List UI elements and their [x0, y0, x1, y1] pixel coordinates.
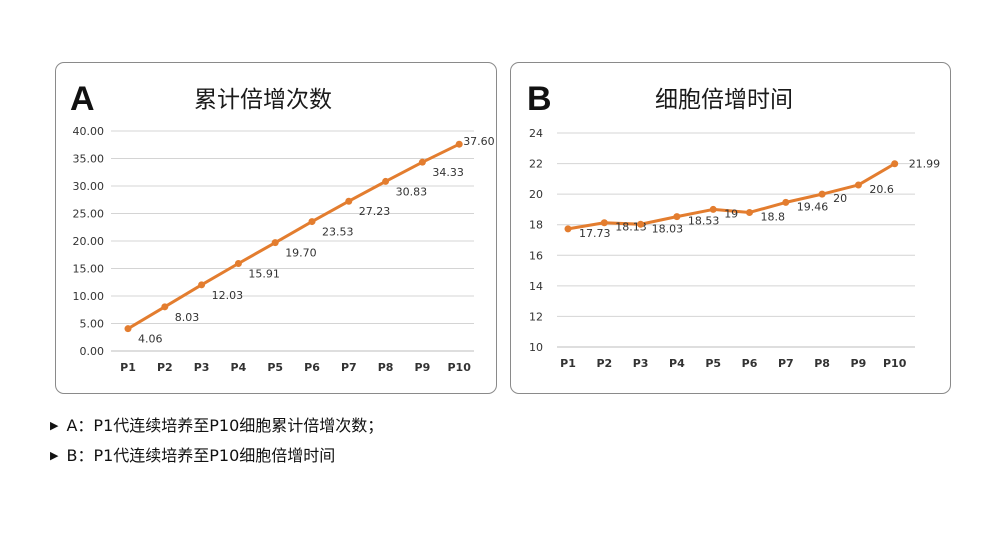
- chart-b-xtick-label: P5: [705, 357, 721, 370]
- chart-a-ytick-label: 25.00: [73, 208, 105, 221]
- chart-b-xtick-label: P6: [742, 357, 758, 370]
- chart-a-title: 累计倍增次数: [194, 87, 332, 113]
- chart-b-ytick-label: 22: [529, 158, 543, 171]
- chart-a-ytick-label: 10.00: [73, 290, 105, 303]
- chart-b-xtick-label: P2: [596, 357, 612, 370]
- chart-b-series-line: [566, 162, 897, 231]
- chart-a-ytick-label: 5.00: [80, 318, 105, 331]
- chart-a-data-label: 23.53: [322, 226, 354, 239]
- chart-a-data-point: [455, 140, 463, 148]
- chart-b-svg: B 细胞倍增时间 10 12 14 16 18 20 22 24 P1 P2 P3 P4 P5 P6 P7 P…: [527, 80, 940, 370]
- chart-b-ytick-label: 16: [529, 249, 543, 262]
- chart-panel-a: A 累计倍增次数 0.00 5.00 10.00 15.00 20.00 25.00 30.…: [55, 62, 497, 394]
- chart-b-data-label: 18.53: [688, 215, 720, 228]
- chart-a-xtick-label: P2: [157, 361, 173, 374]
- chart-b-data-point: [746, 208, 753, 216]
- figure-captions: ▶ A：P1代连续培养至P10细胞累计倍增次数； ▶ B：P1代连续培养至P10细胞…: [50, 412, 383, 472]
- chart-b-xtick-label: P3: [633, 357, 649, 370]
- chart-a-data-point: [418, 158, 426, 166]
- chart-b-data-label: 18.8: [761, 210, 786, 223]
- chart-b-data-label: 21.99: [909, 158, 941, 171]
- chart-a-plot: 0.00 5.00 10.00 15.00 20.00 25.00 30.00 35.00 40…: [73, 125, 495, 374]
- chart-a-data-label: 4.06: [138, 333, 163, 346]
- chart-b-data-label: 20: [833, 192, 847, 205]
- chart-b-data-point: [564, 225, 572, 233]
- chart-a-data-point: [345, 197, 353, 205]
- chart-a-data-point: [382, 177, 390, 185]
- chart-b-ytick-label: 24: [529, 127, 543, 140]
- chart-a-xtick-label: P10: [448, 361, 472, 374]
- chart-a-data-point: [124, 325, 132, 333]
- chart-a-data-label: 30.83: [396, 185, 428, 198]
- chart-a-ytick-label: 20.00: [73, 235, 105, 248]
- chart-a-xtick-label: P8: [378, 361, 394, 374]
- chart-a-data-label: 19.70: [285, 247, 317, 260]
- panel-a-letter: A: [70, 80, 95, 118]
- caption-b: ▶ B：P1代连续培养至P10细胞倍增时间: [50, 442, 383, 472]
- panel-b-letter: B: [527, 80, 552, 118]
- chart-panel-b: B 细胞倍增时间 10 12 14 16 18 20 22 24 P1 P2 P3 P4 P5 P6 P7 P…: [510, 62, 951, 394]
- chart-b-ytick-label: 12: [529, 310, 543, 323]
- chart-b-title: 细胞倍增时间: [655, 87, 793, 113]
- chart-a-xtick-label: P9: [415, 361, 431, 374]
- chart-b-data-point: [600, 219, 608, 227]
- chart-a-data-point: [271, 239, 279, 247]
- chart-b-data-label: 19.46: [797, 200, 829, 213]
- chart-a-ytick-label: 15.00: [73, 263, 105, 276]
- chart-b-data-label: 19: [724, 207, 738, 220]
- chart-b-xtick-label: P1: [560, 357, 576, 370]
- caption-a-marker: ▶: [50, 419, 59, 432]
- chart-a-ytick-label: 40.00: [73, 125, 105, 138]
- chart-b-data-label: 17.73: [579, 227, 611, 240]
- chart-a-data-label: 15.91: [248, 267, 280, 280]
- chart-a-data-label: 12.03: [212, 289, 244, 302]
- chart-a-ytick-label: 0.00: [80, 345, 105, 358]
- chart-b-data-point: [891, 160, 899, 168]
- chart-b-xtick-label: P8: [814, 357, 830, 370]
- chart-b-data-point: [673, 213, 681, 221]
- chart-b-ytick-label: 10: [529, 341, 543, 354]
- chart-b-xtick-label: P10: [883, 357, 907, 370]
- caption-b-text: B：P1代连续培养至P10细胞倍增时间: [66, 446, 336, 465]
- chart-b-data-point: [709, 205, 717, 213]
- chart-a-data-point: [198, 281, 206, 289]
- chart-b-data-point: [854, 181, 862, 189]
- chart-a-xtick-label: P7: [341, 361, 357, 374]
- chart-b-data-label: 18.03: [652, 222, 684, 235]
- chart-a-data-point: [161, 303, 169, 311]
- chart-b-ytick-label: 20: [529, 188, 543, 201]
- chart-a-xtick-label: P3: [194, 361, 210, 374]
- chart-a-xtick-label: P6: [304, 361, 320, 374]
- chart-b-plot: 10 12 14 16 18 20 22 24 P1 P2 P3 P4 P5 P6 P7 P8 P9 P10 17.…: [529, 127, 940, 370]
- chart-a-data-label: 8.03: [175, 311, 200, 324]
- chart-a-data-label: 37.60: [463, 135, 495, 148]
- caption-b-marker: ▶: [50, 449, 59, 462]
- chart-a-xtick-label: P1: [120, 361, 136, 374]
- chart-b-data-label: 20.6: [869, 183, 894, 196]
- chart-a-series-line: [126, 142, 461, 331]
- chart-b-data-point: [637, 220, 645, 228]
- chart-a-svg: A 累计倍增次数 0.00 5.00 10.00 15.00 20.00 25.00 30.…: [70, 80, 495, 374]
- caption-a-text: A：P1代连续培养至P10细胞累计倍增次数；: [66, 416, 384, 435]
- chart-a-data-label: 27.23: [359, 205, 391, 218]
- chart-a-ytick-label: 35.00: [73, 153, 105, 166]
- chart-b-xtick-label: P7: [778, 357, 794, 370]
- chart-b-ytick-label: 18: [529, 219, 543, 232]
- chart-a-data-point: [308, 218, 316, 226]
- chart-b-data-point: [782, 198, 790, 206]
- chart-b-data-point: [818, 190, 826, 198]
- chart-b-xtick-label: P9: [851, 357, 867, 370]
- chart-a-xtick-label: P5: [267, 361, 283, 374]
- caption-a: ▶ A：P1代连续培养至P10细胞累计倍增次数；: [50, 412, 383, 442]
- chart-a-ytick-label: 30.00: [73, 180, 105, 193]
- chart-b-ytick-label: 14: [529, 280, 543, 293]
- chart-a-xtick-label: P4: [231, 361, 247, 374]
- chart-b-xtick-label: P4: [669, 357, 685, 370]
- chart-a-data-point: [234, 259, 242, 267]
- chart-a-data-label: 34.33: [432, 166, 464, 179]
